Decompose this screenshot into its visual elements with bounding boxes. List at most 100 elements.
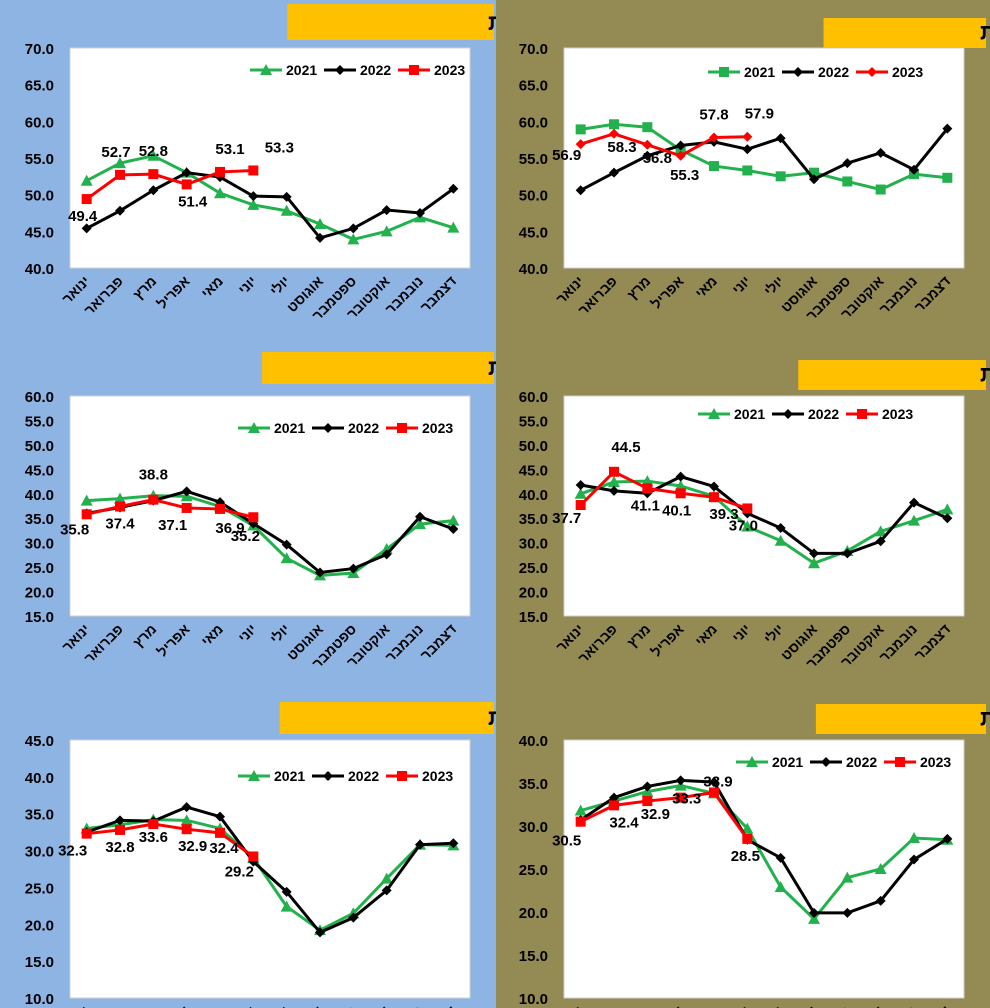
legend-label: 2023 bbox=[892, 64, 923, 80]
data-label: 57.8 bbox=[699, 106, 728, 123]
point-2022 bbox=[281, 886, 292, 897]
point-2023 bbox=[215, 166, 225, 177]
y-tick-label: 45.0 bbox=[519, 462, 548, 479]
chart-panel-adult-all: בוגרות - כלל הזרעות10.015.020.025.030.03… bbox=[0, 688, 496, 1008]
x-tick-label: יולי bbox=[267, 621, 293, 647]
data-label: 51.4 bbox=[178, 193, 208, 210]
legend-marker-2021 bbox=[719, 67, 729, 77]
data-label: 57.9 bbox=[745, 106, 774, 123]
point-2021 bbox=[741, 822, 754, 834]
point-2022 bbox=[248, 518, 259, 529]
data-label: 32.8 bbox=[105, 839, 134, 856]
plot-area bbox=[563, 47, 965, 269]
y-tick-label: 40.0 bbox=[519, 261, 548, 278]
data-label: 53.1 bbox=[215, 141, 244, 158]
point-2021 bbox=[808, 912, 820, 924]
point-2021 bbox=[874, 525, 887, 537]
y-tick-label: 10.0 bbox=[25, 991, 54, 1008]
series-line-2022 bbox=[85, 171, 455, 240]
point-2021 bbox=[574, 804, 587, 816]
x-tick-label: יוני bbox=[729, 1003, 754, 1008]
point-2021 bbox=[608, 476, 620, 488]
point-2021 bbox=[280, 204, 293, 216]
y-tick-label: 50.0 bbox=[25, 188, 54, 205]
point-2023 bbox=[248, 851, 259, 862]
x-tick-label: אפריל bbox=[648, 620, 687, 659]
series-line-2023 bbox=[580, 132, 748, 158]
chart-title-box bbox=[279, 702, 494, 734]
point-2023 bbox=[575, 139, 586, 150]
point-2021 bbox=[941, 503, 954, 515]
data-label: 32.4 bbox=[209, 840, 239, 857]
point-2022 bbox=[642, 781, 653, 792]
y-tick-label: 15.0 bbox=[519, 948, 548, 965]
y-tick-label: 25.0 bbox=[519, 862, 548, 879]
x-tick-label: מרץ bbox=[130, 1003, 160, 1008]
point-2023 bbox=[148, 819, 159, 830]
point-2022 bbox=[315, 927, 325, 938]
legend-label: 2022 bbox=[808, 406, 839, 422]
data-label: 32.9 bbox=[641, 806, 670, 823]
legend-label: 2021 bbox=[274, 420, 305, 436]
series-line-2021 bbox=[85, 154, 454, 241]
data-label: 32.3 bbox=[58, 843, 87, 860]
y-tick-label: 15.0 bbox=[25, 609, 54, 626]
point-2021 bbox=[280, 900, 293, 912]
legend-label: 2022 bbox=[846, 754, 877, 770]
y-tick-label: 55.0 bbox=[519, 413, 548, 430]
point-2022 bbox=[215, 811, 225, 822]
point-2023 bbox=[709, 787, 719, 798]
point-2022 bbox=[942, 833, 953, 844]
point-2021 bbox=[247, 198, 260, 210]
data-label: 49.4 bbox=[68, 208, 98, 225]
data-label: 55.3 bbox=[670, 167, 699, 184]
point-2023 bbox=[181, 179, 192, 190]
point-2022 bbox=[809, 907, 819, 918]
point-2021 bbox=[908, 514, 920, 526]
point-2021 bbox=[874, 863, 887, 874]
y-tick-label: 25.0 bbox=[25, 560, 54, 577]
x-tick-label: מרץ bbox=[624, 1003, 654, 1008]
point-2021 bbox=[214, 187, 226, 199]
legend-label: 2021 bbox=[734, 406, 765, 422]
point-2022 bbox=[775, 133, 786, 144]
chart-title: מבכירות - כלל הזרעות bbox=[488, 355, 496, 380]
x-tick-label: יולי bbox=[761, 621, 787, 647]
point-2022 bbox=[575, 185, 586, 196]
legend-marker-2022 bbox=[793, 67, 803, 77]
y-tick-label: 70.0 bbox=[519, 41, 548, 58]
y-tick-label: 60.0 bbox=[25, 389, 54, 406]
point-2021 bbox=[809, 167, 819, 178]
legend-marker-2021 bbox=[746, 756, 758, 767]
point-2022 bbox=[348, 912, 359, 923]
legend-marker-2022 bbox=[783, 409, 793, 419]
legend-label: 2023 bbox=[422, 768, 453, 784]
data-label: 44.5 bbox=[611, 439, 640, 456]
point-2021 bbox=[775, 171, 786, 182]
point-2021 bbox=[774, 534, 787, 546]
series-line-2023 bbox=[85, 168, 254, 201]
x-tick-label: פברואר bbox=[81, 1003, 126, 1008]
plot-area bbox=[69, 739, 471, 999]
series-line-2021 bbox=[86, 494, 454, 577]
y-tick-label: 35.0 bbox=[519, 511, 548, 528]
point-2023 bbox=[115, 169, 125, 180]
data-label: 30.5 bbox=[552, 833, 581, 850]
y-tick-label: 50.0 bbox=[25, 438, 54, 455]
data-label: 41.1 bbox=[631, 497, 660, 514]
data-label: 52.8 bbox=[139, 143, 168, 160]
point-2023 bbox=[575, 500, 586, 511]
point-2022 bbox=[448, 183, 459, 194]
x-tick-label: נובמבר bbox=[382, 273, 426, 317]
series-line-2021 bbox=[580, 479, 948, 565]
series-line-2022 bbox=[579, 778, 949, 915]
point-2023 bbox=[115, 824, 125, 835]
legend-label: 2022 bbox=[818, 64, 849, 80]
y-tick-label: 45.0 bbox=[25, 224, 54, 241]
point-2021 bbox=[114, 492, 126, 504]
point-2022 bbox=[81, 223, 92, 234]
legend-label: 2021 bbox=[274, 768, 305, 784]
point-2023 bbox=[709, 492, 719, 503]
point-2022 bbox=[248, 856, 259, 867]
point-2022 bbox=[942, 513, 953, 524]
